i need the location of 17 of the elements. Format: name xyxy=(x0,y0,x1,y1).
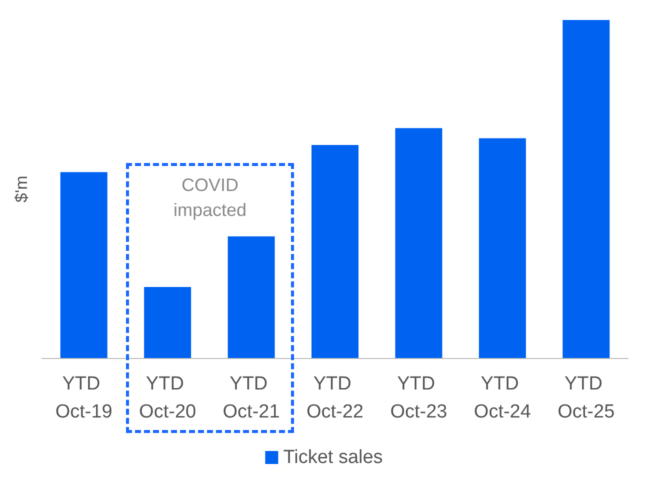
x-tick-label: YTD Oct-23 xyxy=(390,374,448,422)
bar xyxy=(228,236,275,358)
annotation: COVID impacted xyxy=(172,174,248,222)
y-axis-title: $'m xyxy=(12,176,31,202)
bar xyxy=(562,20,610,358)
x-tick-label: YTD Oct-20 xyxy=(139,374,196,422)
bar xyxy=(144,287,192,358)
legend-label: Ticket sales xyxy=(283,447,383,468)
x-tick-label: YTD Oct-24 xyxy=(474,374,532,422)
x-tick-label: YTD Oct-25 xyxy=(558,374,615,422)
bar xyxy=(395,128,442,358)
bar xyxy=(312,145,358,358)
x-tick-label: YTD Oct-19 xyxy=(55,374,112,422)
x-tick-label: YTD Oct-22 xyxy=(306,374,364,422)
x-tick-label: YTD Oct-21 xyxy=(222,374,280,422)
bar xyxy=(478,138,526,358)
bar xyxy=(60,172,108,358)
